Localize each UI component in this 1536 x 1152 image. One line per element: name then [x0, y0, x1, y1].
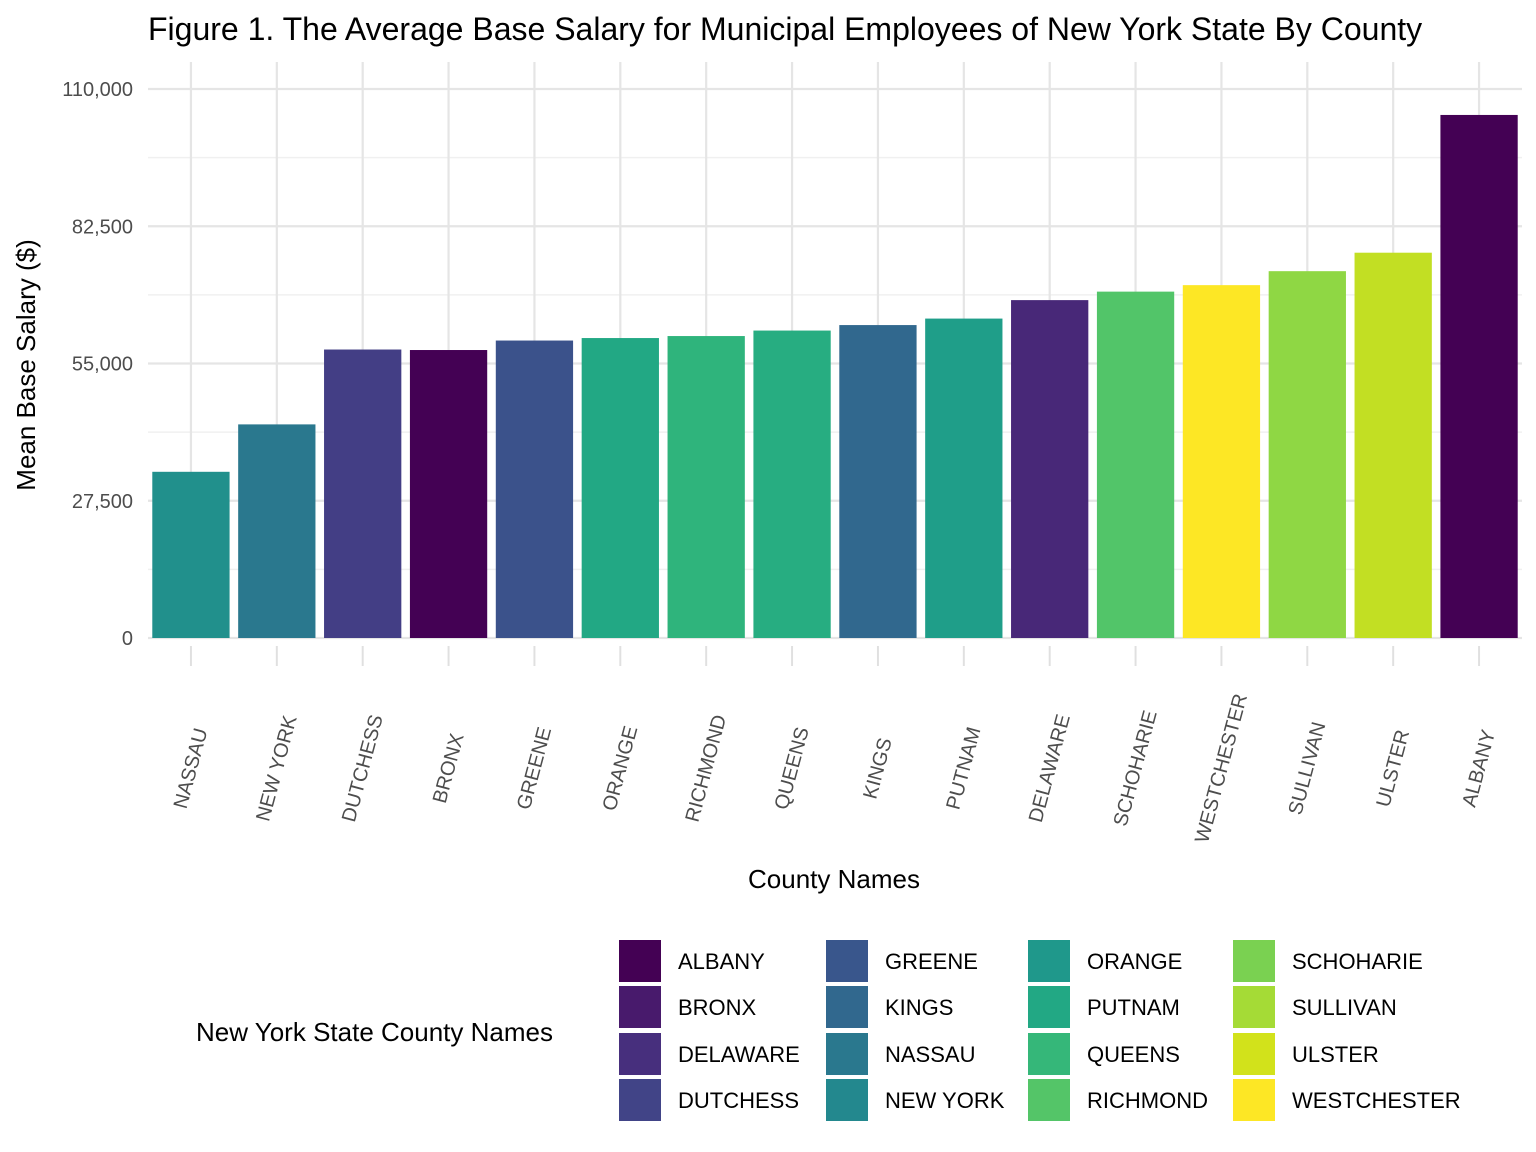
x-tick-label: KINGS [859, 736, 896, 802]
legend-item-bronx: BRONX [619, 986, 757, 1028]
x-tick-label: ORANGE [599, 724, 643, 813]
legend-item-nassau: NASSAU [826, 1033, 975, 1075]
legend-swatch [619, 986, 661, 1028]
legend-label: GREENE [885, 949, 978, 974]
legend-item-schoharie: SCHOHARIE [1233, 940, 1423, 982]
legend-swatch [1028, 986, 1070, 1028]
legend-label: BRONX [678, 995, 757, 1020]
x-tick-label: NASSAU [170, 726, 213, 811]
bar-schoharie [1096, 291, 1175, 638]
x-tick-label: QUEENS [771, 725, 814, 812]
y-tick-label: 110,000 [62, 79, 133, 101]
legend-item-kings: KINGS [826, 986, 953, 1028]
bar-bronx [409, 350, 488, 638]
legend-swatch [1233, 986, 1275, 1028]
bars [152, 114, 1518, 638]
x-tick-label: DELAWARE [1025, 712, 1075, 825]
legend-label: DELAWARE [678, 1042, 800, 1067]
bar-putnam [925, 318, 1003, 638]
legend-label: PUTNAM [1087, 995, 1180, 1020]
bar-kings [839, 325, 917, 638]
bar-new-york [238, 424, 316, 638]
legend-item-queens: QUEENS [1028, 1033, 1180, 1075]
bar-greene [495, 340, 574, 638]
x-axis-title: County Names [748, 864, 920, 894]
legend-swatch [1233, 940, 1275, 982]
bar-richmond [667, 336, 745, 638]
legend-item-delaware: DELAWARE [619, 1033, 800, 1075]
legend-item-ulster: ULSTER [1233, 1033, 1379, 1075]
bar-sullivan [1268, 271, 1346, 638]
legend-item-dutchess: DUTCHESS [619, 1079, 799, 1121]
legend-swatch [619, 1033, 661, 1075]
chart-title: Figure 1. The Average Base Salary for Mu… [148, 11, 1422, 47]
x-tick-label: ULSTER [1373, 727, 1415, 809]
x-tick-label: ALBANY [1458, 727, 1500, 809]
legend-item-new-york: NEW YORK [826, 1079, 1005, 1121]
legend-label: KINGS [885, 995, 953, 1020]
legend-swatch [826, 1079, 868, 1121]
legend-item-greene: GREENE [826, 940, 978, 982]
bar-queens [753, 330, 831, 638]
legend-swatch [826, 1033, 868, 1075]
legend-item-putnam: PUTNAM [1028, 986, 1180, 1028]
x-tick-label: SCHOHARIE [1110, 708, 1162, 829]
legend-label: DUTCHESS [678, 1088, 799, 1113]
y-tick-label: 82,500 [72, 216, 133, 238]
x-tick-label: RICHMOND [682, 712, 732, 824]
y-axis-ticks: 0 27,500 55,000 82,500 110,000 [62, 79, 133, 650]
y-tick-label: 0 [122, 628, 133, 650]
legend-swatch [619, 1079, 661, 1121]
legend: ALBANY BRONX DELAWARE DUTCHESS GREENE KINGS NA… [619, 940, 1461, 1121]
x-tick-label: PUTNAM [942, 725, 985, 812]
legend-label: SULLIVAN [1292, 995, 1397, 1020]
bar-delaware [1011, 300, 1089, 638]
x-axis-ticks: NASSAU NEW YORK DUTCHESS BRONX GREENE ORANGE R… [170, 646, 1500, 845]
legend-label: QUEENS [1087, 1042, 1180, 1067]
legend-swatch [1233, 1079, 1275, 1121]
legend-label: ALBANY [678, 949, 765, 974]
x-tick-label: DUTCHESS [338, 712, 388, 824]
legend-swatch [1233, 1033, 1275, 1075]
legend-swatch [1028, 940, 1070, 982]
legend-label: ORANGE [1087, 949, 1182, 974]
legend-swatch [826, 940, 868, 982]
legend-label: RICHMOND [1087, 1088, 1208, 1113]
legend-swatch [619, 940, 661, 982]
x-tick-label: WESTCHESTER [1191, 692, 1252, 846]
x-tick-label: SULLIVAN [1285, 720, 1331, 818]
legend-label: NEW YORK [885, 1088, 1005, 1113]
legend-swatch [1028, 1079, 1070, 1121]
x-tick-label: BRONX [429, 731, 469, 805]
legend-label: NASSAU [885, 1042, 975, 1067]
legend-label: ULSTER [1292, 1042, 1379, 1067]
y-tick-label: 55,000 [72, 354, 133, 376]
bar-albany [1440, 114, 1518, 638]
bar-orange [581, 338, 659, 638]
bar-ulster [1354, 252, 1432, 638]
bar-nassau [152, 471, 230, 638]
legend-item-orange: ORANGE [1028, 940, 1182, 982]
legend-item-richmond: RICHMOND [1028, 1079, 1208, 1121]
y-axis-title: Mean Base Salary ($) [11, 239, 41, 490]
y-tick-label: 27,500 [72, 491, 133, 513]
legend-item-sullivan: SULLIVAN [1233, 986, 1397, 1028]
legend-label: WESTCHESTER [1292, 1088, 1461, 1113]
legend-item-albany: ALBANY [619, 940, 765, 982]
legend-swatch [1028, 1033, 1070, 1075]
legend-item-westchester: WESTCHESTER [1233, 1079, 1461, 1121]
x-tick-label: GREENE [513, 725, 556, 812]
x-tick-label: NEW YORK [252, 713, 302, 824]
legend-label: SCHOHARIE [1292, 949, 1423, 974]
bar-westchester [1182, 285, 1261, 638]
bar-dutchess [324, 349, 402, 638]
legend-title: New York State County Names [196, 1017, 553, 1047]
legend-swatch [826, 986, 868, 1028]
